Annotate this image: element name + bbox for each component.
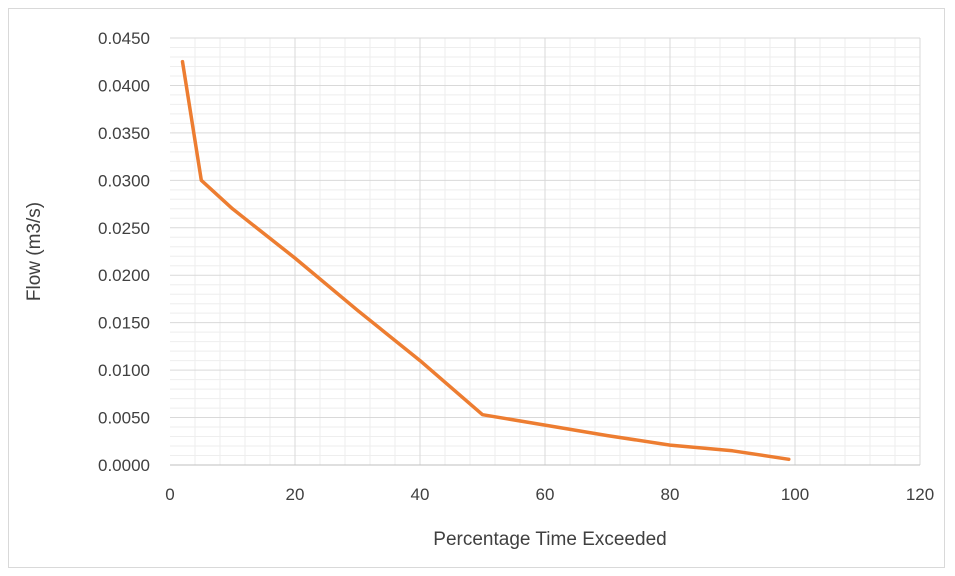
y-tick-label: 0.0000 [98,456,150,475]
x-tick-label: 20 [286,485,305,504]
y-tick-labels: 0.0000 0.0050 0.0100 0.0150 0.0200 0.0250 0.03… [98,29,150,475]
y-tick-label: 0.0150 [98,314,150,333]
x-tick-label: 120 [906,485,934,504]
y-tick-label: 0.0050 [98,409,150,428]
chart-frame [8,8,945,568]
x-tick-labels: 0 20 40 60 80 100 120 [165,485,934,504]
y-tick-label: 0.0350 [98,124,150,143]
x-tick-label: 60 [536,485,555,504]
x-axis-title: Percentage Time Exceeded [433,529,666,550]
y-axis-title: Flow (m3/s) [24,202,45,301]
y-tick-label: 0.0300 [98,171,150,190]
y-tick-label: 0.0250 [98,219,150,238]
x-tick-label: 80 [661,485,680,504]
series-group [180,59,791,462]
y-tick-label: 0.0100 [98,361,150,380]
series-line [180,59,791,462]
major-grid [170,37,921,465]
y-tick-label: 0.0400 [98,76,150,95]
y-tick-label: 0.0450 [98,29,150,48]
x-tick-label: 40 [411,485,430,504]
y-tick-label: 0.0200 [98,266,150,285]
x-tick-label: 100 [781,485,809,504]
x-tick-label: 0 [165,485,174,504]
